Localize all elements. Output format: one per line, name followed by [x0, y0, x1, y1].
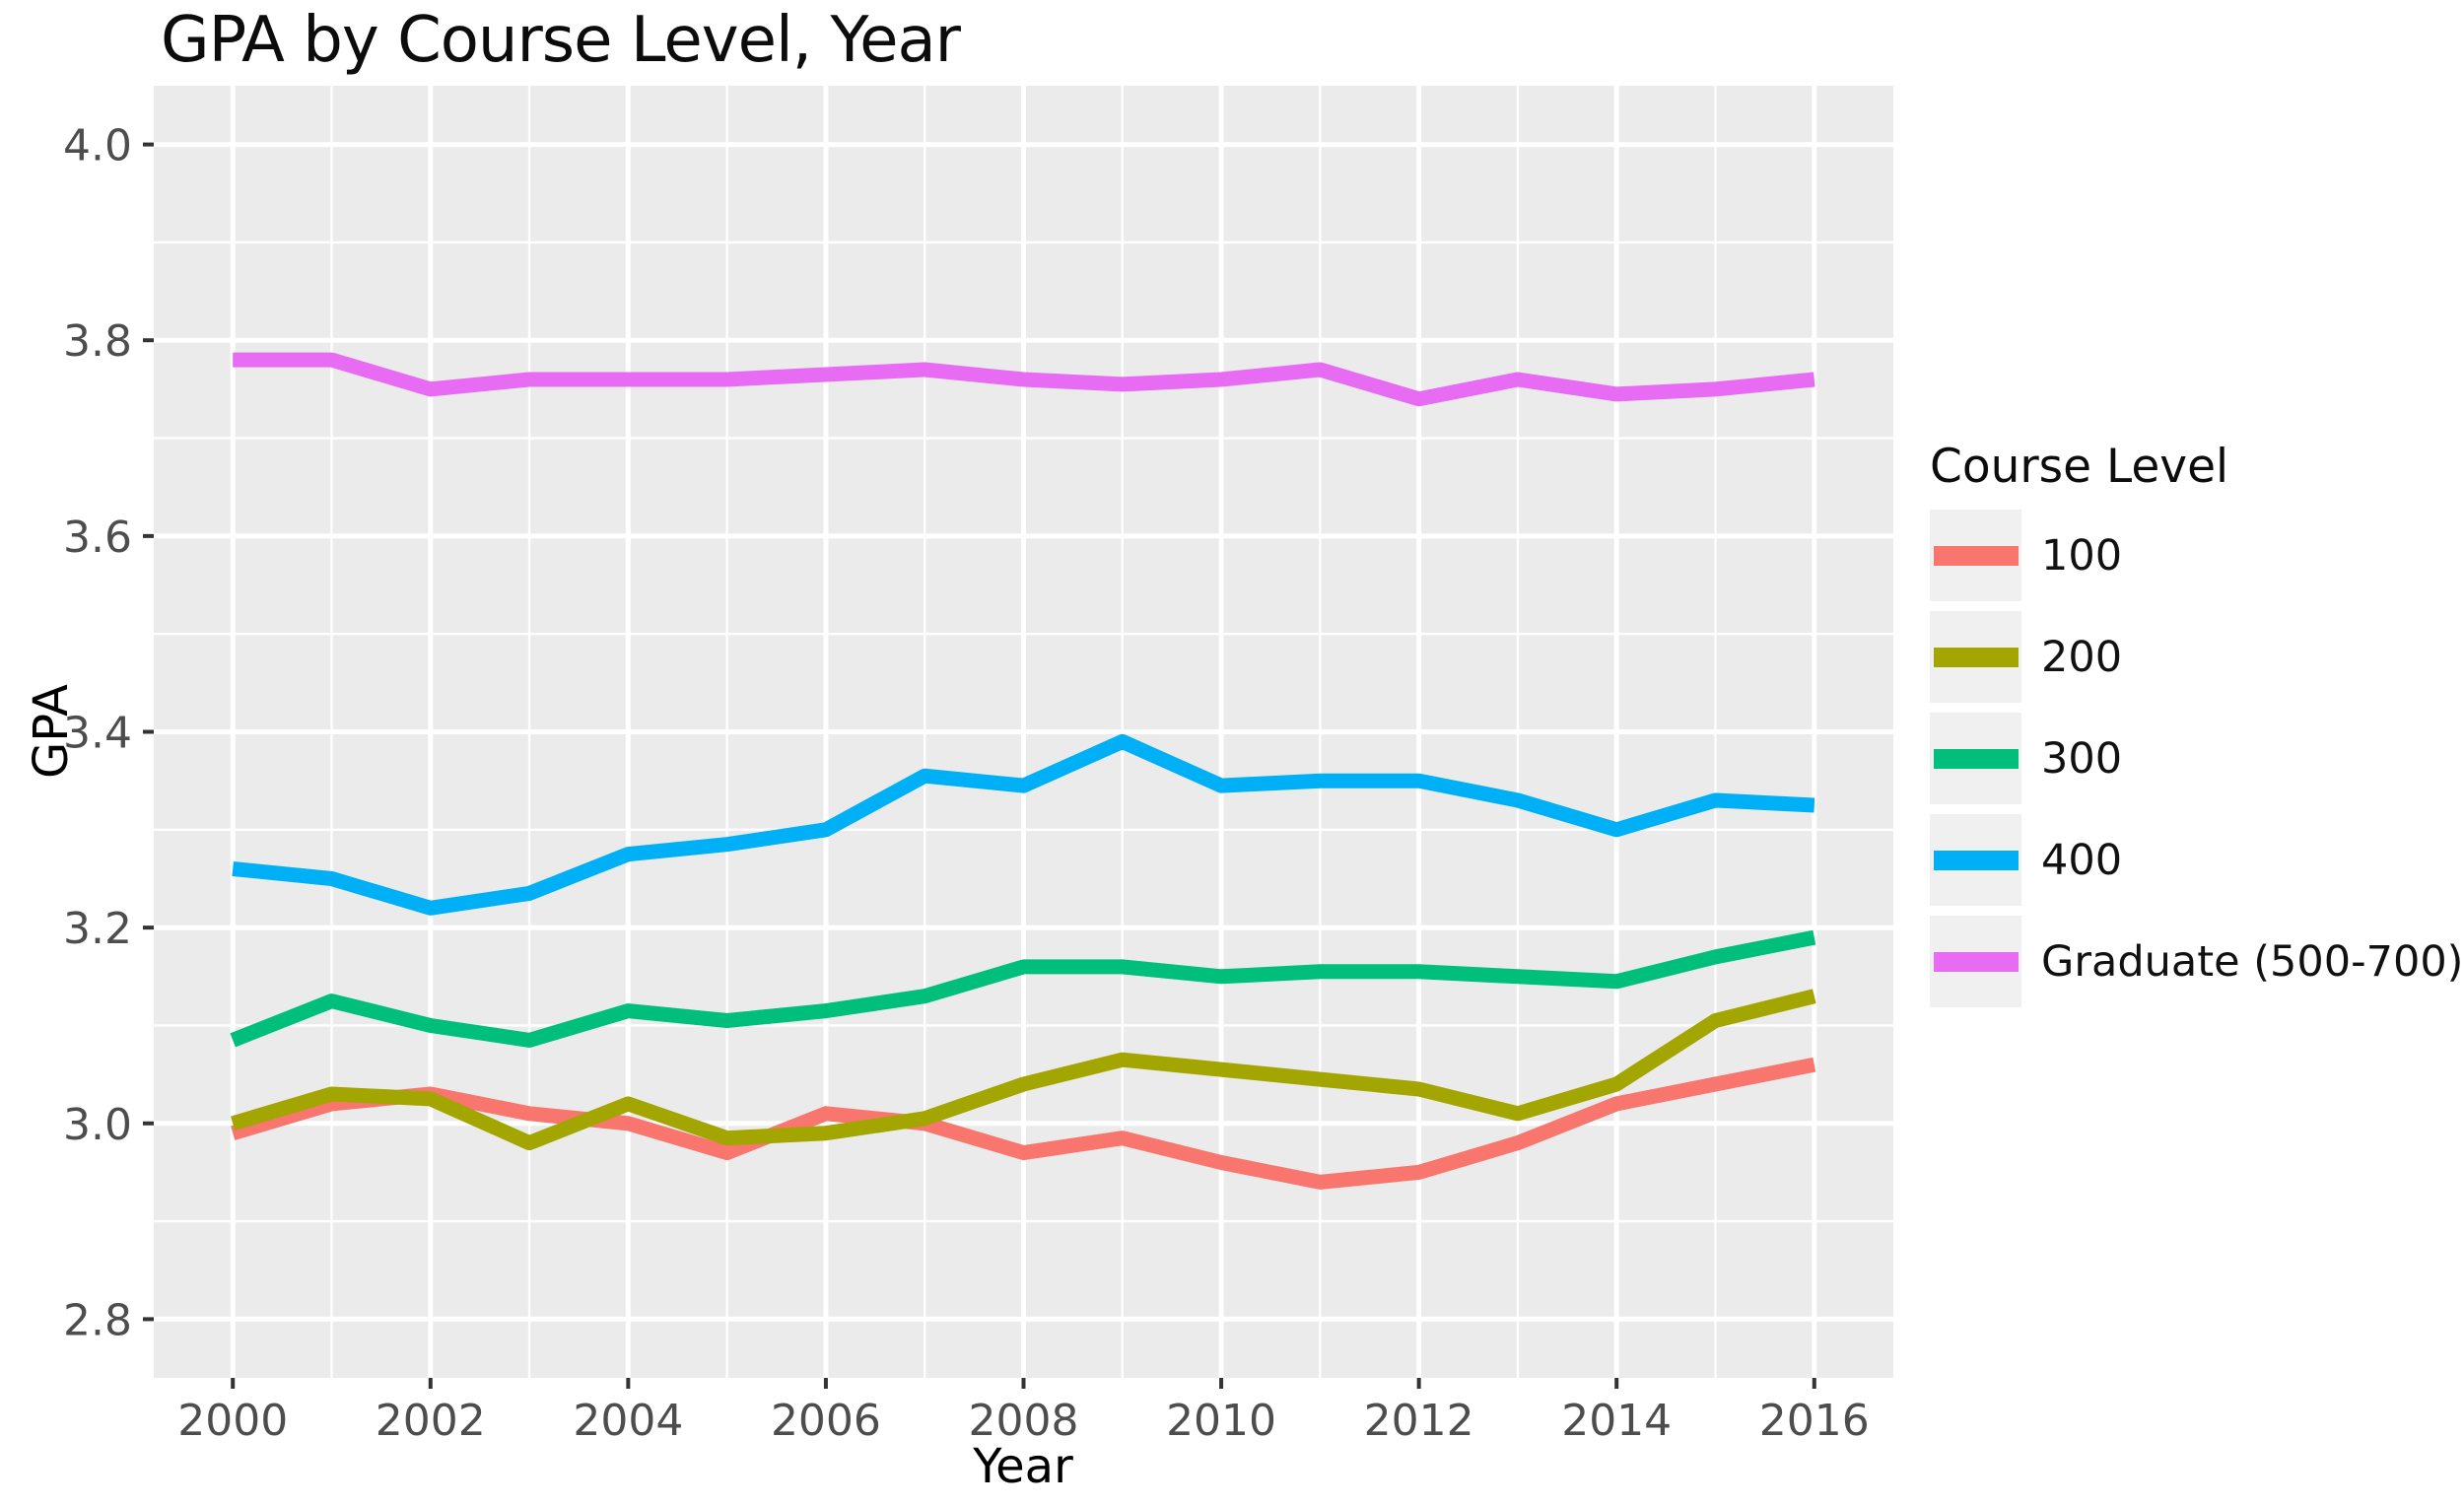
x-tick-label: 2012 — [1364, 1396, 1474, 1446]
x-tick-label: 2014 — [1561, 1396, 1672, 1446]
x-tick-label: 2002 — [376, 1396, 486, 1446]
legend-item: Graduate (500-700) — [1930, 916, 2464, 1007]
y-tick-label: 3.0 — [63, 1100, 132, 1150]
x-axis-title: Year — [973, 1439, 1073, 1494]
legend-item: 100 — [1930, 510, 2462, 601]
x-tick-label: 2010 — [1166, 1396, 1276, 1446]
y-tick-label: 3.6 — [63, 513, 132, 563]
x-tick-label: 2006 — [771, 1396, 881, 1446]
legend-key-box — [1930, 916, 2021, 1007]
line-swatch-icon — [1933, 647, 2019, 667]
series-line-300 — [230, 929, 1816, 1048]
y-tick-label: 2.8 — [63, 1295, 132, 1345]
y-tick-label: 3.2 — [63, 904, 132, 954]
legend-item-label: Graduate (500-700) — [2041, 936, 2464, 987]
legend-item-label: 100 — [2041, 530, 2123, 581]
series-line-200 — [231, 989, 1816, 1151]
series-line-Graduate-500-700 — [233, 352, 1815, 407]
legend-item-label: 400 — [2041, 835, 2123, 885]
legend-key-box — [1930, 713, 2021, 804]
line-swatch-icon — [1933, 545, 2019, 566]
y-tick-label: 3.4 — [63, 709, 132, 759]
legend-items: 100 200 300 400 Graduate (500-700) — [1930, 510, 2464, 1007]
y-tick-label: 3.8 — [63, 316, 132, 367]
x-tick-label: 2000 — [177, 1396, 288, 1446]
legend-item-label: 200 — [2041, 632, 2123, 682]
x-tick-label: 2004 — [573, 1396, 683, 1446]
line-swatch-icon — [1933, 951, 2019, 972]
legend-key-box — [1930, 611, 2021, 703]
chart-title: GPA by Course Level, Year — [161, 4, 961, 77]
legend-key-box — [1930, 814, 2021, 906]
y-axis-title: GPA — [24, 684, 79, 779]
legend-title: Course Level — [1930, 440, 2229, 494]
x-tick-label: 2008 — [969, 1396, 1079, 1446]
legend-item: 400 — [1930, 814, 2462, 906]
legend-item-label: 300 — [2041, 733, 2123, 784]
legend: Course Level 100 200 300 400 Graduate (5… — [1930, 440, 2464, 1017]
series-line-400 — [232, 733, 1815, 916]
y-tick-label: 4.0 — [63, 121, 132, 171]
series-line-100 — [231, 1057, 1816, 1190]
x-tick-label: 2016 — [1759, 1396, 1870, 1446]
legend-item: 200 — [1930, 611, 2462, 703]
legend-key-box — [1930, 510, 2021, 601]
line-swatch-icon — [1933, 850, 2019, 870]
legend-item: 300 — [1930, 713, 2462, 804]
line-swatch-icon — [1933, 748, 2019, 769]
